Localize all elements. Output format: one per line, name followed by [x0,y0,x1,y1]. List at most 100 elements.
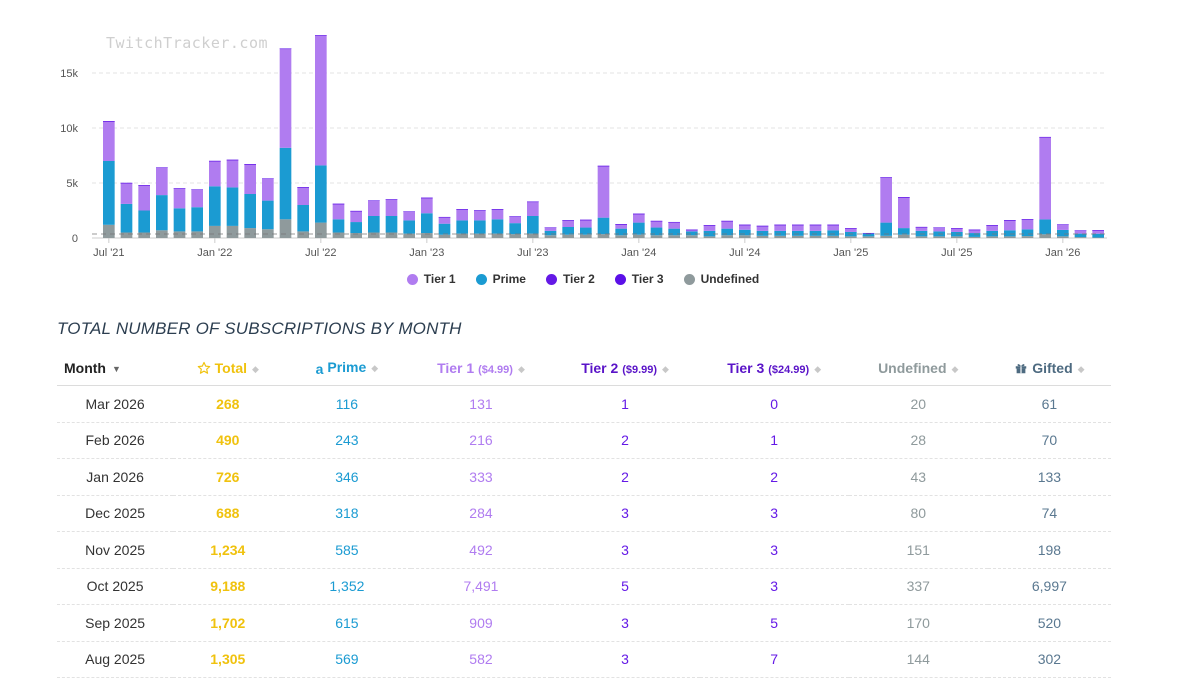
bar-segment-tier1 [120,183,133,204]
bar-segment-tier3 [615,224,627,225]
x-tick-label: Jul '24 [729,247,760,259]
bar-segment-prime [792,230,804,236]
bar-segment-undefined [650,235,663,238]
bar-segment-tier1 [827,224,839,231]
bar-segment-prime [1057,229,1069,237]
bar-segment-undefined [209,225,221,238]
x-tick-label: Jan '24 [621,247,656,259]
table-body: Mar 2026 268 116 131 1 0 20 61 Feb 2026 490 243 216… [57,385,1111,678]
legend-label: Tier 2 [562,272,595,286]
bar-segment-tier1 [792,224,804,231]
legend-item[interactable]: Tier 2 [545,272,595,286]
bar-segment-undefined [438,234,451,238]
bar-segment-undefined [562,234,574,238]
legend-item[interactable]: Prime [475,272,526,286]
bar-segment-tier1 [915,227,928,231]
bar-segment-tier1 [809,224,822,231]
cell-month: Oct 2025 [57,568,174,605]
cell-total: 726 [173,458,283,496]
cell-tier3: 2 [699,458,849,496]
bar-segment-tier3 [633,213,645,215]
cell-prime: 585 [282,531,412,569]
bar-segment-prime [1039,219,1051,235]
bar-segment-prime [403,220,415,234]
cell-tier1: 333 [411,458,551,496]
bar-segment-tier1 [986,225,998,231]
bar-segment-tier1 [456,209,468,221]
bar-segment-tier3 [845,228,857,229]
bar-segment-undefined [385,232,398,238]
cell-tier1: 909 [411,604,551,642]
column-header-tier2[interactable]: Tier 2 ($9.99) ◆ [550,350,700,386]
bar-segment-tier1 [315,35,327,166]
bar-segment-prime [668,228,680,236]
legend-label: Tier 3 [631,272,664,286]
cell-tier2: 3 [550,604,700,642]
cell-prime: 346 [282,458,412,496]
star-icon [197,361,210,374]
column-header-total[interactable]: Total ◆ [173,350,283,386]
cell-gifted: 61 [987,385,1111,423]
bar-segment-prime [827,230,839,236]
bar-segment-prime [474,220,486,234]
cell-prime: 615 [282,604,412,642]
cell-month: Feb 2026 [57,422,174,459]
column-header-month-label: Month [64,359,106,376]
bar-segment-prime [721,228,733,236]
legend-dot [406,273,418,285]
cell-gifted: 520 [987,604,1111,642]
bar-segment-undefined [527,233,539,238]
bar-segment-undefined [898,234,910,238]
cell-tier3: 3 [699,495,849,532]
bar-segment-prime [898,228,910,235]
bar-segment-prime [421,213,433,234]
bar-segment-undefined [544,235,557,238]
legend-item[interactable]: Tier 1 [406,272,456,286]
bar-segment-prime [156,195,168,231]
column-header-prime[interactable]: a Prime ◆ [282,350,412,386]
bar-segment-undefined [509,234,521,238]
bar-segment-tier3 [739,224,751,226]
legend-item[interactable]: Tier 3 [614,272,664,286]
bar-segment-tier3 [968,229,981,231]
column-header-month[interactable]: Month ▼ [57,350,174,386]
bar-segment-tier3 [262,178,274,179]
column-header-tier3[interactable]: Tier 3 ($24.99) ◆ [699,350,849,386]
bar-segment-tier3 [173,188,186,189]
bar-segment-tier3 [368,200,380,201]
table-row: Mar 2026 268 116 131 1 0 20 61 [57,385,1111,423]
bar-segment-tier1 [562,220,574,227]
x-tick-label: Jul '22 [305,247,336,259]
bar-segment-prime [650,227,663,236]
bar-segment-tier3 [226,159,239,161]
column-header-undefined[interactable]: Undefined ◆ [848,350,988,386]
column-header-gifted[interactable]: Gifted ◆ [987,350,1111,386]
cell-total: 1,305 [173,641,283,678]
bar-segment-undefined [739,235,751,238]
gift-icon [1015,363,1027,373]
bar-segment-tier1 [191,189,203,208]
bar-segment-tier3 [491,209,504,210]
bar-segment-undefined [703,236,716,238]
bar-segment-tier3 [156,167,168,168]
bar-segment-undefined [986,236,998,238]
x-tick-label: Jul '21 [93,247,124,259]
bar-segment-undefined [491,233,504,238]
column-header-prime-label: Prime [327,358,367,375]
bar-segment-prime [368,216,380,233]
bar-segment-undefined [244,228,256,238]
cell-prime: 116 [282,385,412,423]
column-header-tier1[interactable]: Tier 1 ($4.99) ◆ [411,350,551,386]
x-tick-label: Jan '22 [197,247,232,259]
cell-tier2: 3 [550,531,700,569]
bar-segment-tier1 [244,164,256,194]
bar-segment-tier3 [509,216,521,217]
bar-segment-undefined [880,235,892,238]
bar-segment-prime [527,216,539,234]
legend-item[interactable]: Undefined [683,272,759,286]
table-row: Nov 2025 1,234 585 492 3 3 151 198 [57,531,1111,569]
bar-segment-tier3 [527,201,539,203]
x-tick-label: Jan '26 [1045,247,1080,259]
bar-segment-tier1 [474,210,486,221]
bar-segment-tier3 [1004,220,1016,221]
